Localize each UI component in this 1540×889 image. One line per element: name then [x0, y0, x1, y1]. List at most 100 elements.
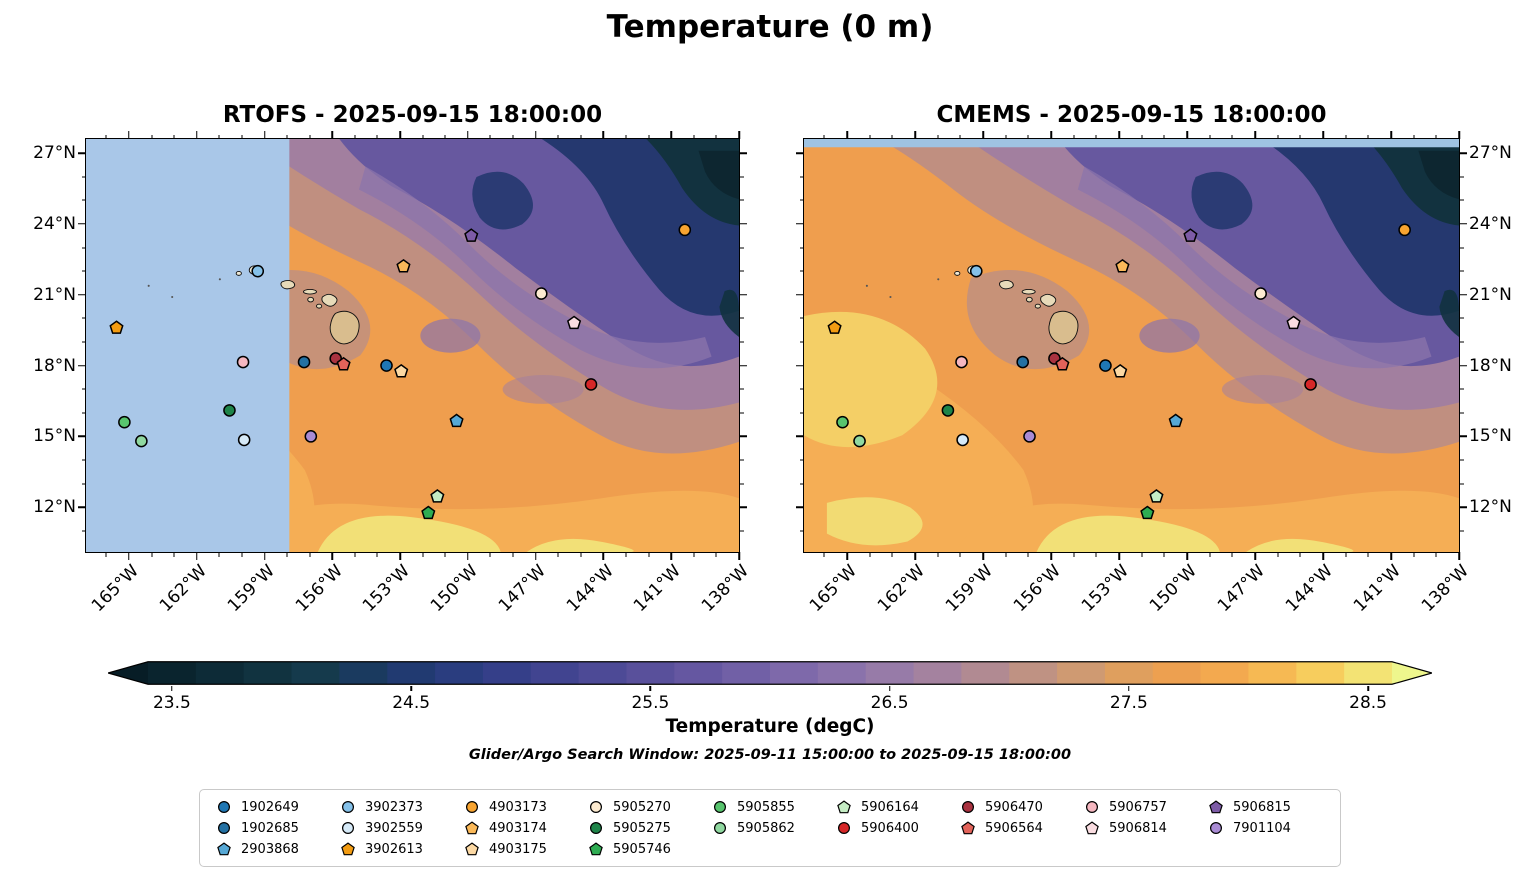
colorbar-tick — [1128, 686, 1130, 691]
float-marker-4903173 — [679, 224, 690, 235]
y-tick — [739, 435, 747, 438]
x-tick — [1390, 131, 1392, 139]
x-tick — [982, 131, 984, 139]
x-minor-tick — [891, 134, 893, 139]
float-marker-5906757 — [956, 356, 967, 367]
x-tick-label: 159°W — [942, 561, 998, 616]
y-minor-tick — [1459, 247, 1464, 249]
y-tick — [739, 152, 747, 154]
x-minor-tick — [869, 552, 871, 557]
x-minor-tick — [444, 552, 446, 557]
x-minor-tick — [823, 134, 825, 139]
legend-float-id: 5906814 — [1109, 820, 1167, 836]
x-tick — [602, 552, 605, 560]
x-minor-tick — [241, 552, 243, 557]
x-minor-tick — [241, 134, 243, 139]
colorbar-band — [1200, 661, 1250, 685]
x-minor-tick — [512, 134, 514, 139]
y-tick — [1459, 152, 1467, 154]
x-tick — [195, 552, 198, 560]
y-minor-tick — [81, 412, 86, 414]
x-tick — [1322, 552, 1324, 560]
colorbar-band — [482, 661, 532, 685]
colorbar-band — [578, 661, 628, 685]
y-tick-label: 15°N — [33, 426, 76, 447]
y-minor-tick — [81, 341, 86, 343]
y-minor-tick — [799, 199, 804, 201]
colorbar-tick — [171, 686, 173, 691]
x-tick-label: 162°W — [874, 561, 930, 616]
x-minor-tick — [1277, 552, 1279, 557]
nodata-mask — [86, 139, 290, 552]
x-minor-tick — [959, 134, 961, 139]
y-minor-tick — [799, 317, 804, 319]
x-minor-tick — [105, 134, 107, 139]
x-minor-tick — [309, 134, 311, 139]
x-tick — [846, 552, 848, 560]
float-marker-5906164 — [1150, 490, 1162, 502]
pentagon-marker-icon — [961, 821, 975, 835]
circle-marker-icon — [1085, 800, 1099, 814]
float-marker-3902373 — [971, 266, 982, 277]
colorbar-tick-label: 27.5 — [1109, 693, 1148, 713]
colorbar-band — [1009, 661, 1058, 685]
x-minor-tick — [693, 552, 695, 557]
legend-item-5905855: 5905855 — [708, 797, 832, 817]
float-marker-5905855 — [119, 417, 130, 428]
float-marker-5905746 — [1141, 507, 1153, 519]
x-tick-label: 165°W — [806, 561, 862, 616]
y-tick — [739, 364, 747, 367]
y-minor-tick — [1459, 388, 1464, 390]
x-tick — [399, 552, 401, 560]
x-minor-tick — [151, 134, 153, 139]
colorbar-band — [339, 661, 388, 685]
legend-item-5906400: 5906400 — [832, 818, 956, 838]
x-minor-tick — [1073, 134, 1075, 139]
x-minor-tick — [1345, 134, 1347, 139]
legend-float-id: 5906400 — [861, 820, 919, 836]
circle-marker-icon — [961, 800, 975, 814]
x-minor-tick — [959, 552, 961, 557]
x-tick-label: 165°W — [88, 561, 144, 616]
y-minor-tick — [799, 530, 804, 532]
legend-item-5906564: 5906564 — [956, 818, 1080, 838]
x-minor-tick — [1413, 134, 1415, 139]
pentagon-marker-icon — [589, 842, 603, 856]
y-tick-label: 18°N — [33, 355, 76, 376]
float-marker-5906757 — [237, 356, 248, 367]
legend-item-7901104: 7901104 — [1204, 818, 1328, 838]
x-tick — [467, 131, 469, 139]
x-minor-tick — [557, 552, 559, 557]
float-marker-1902649 — [381, 360, 392, 371]
colorbar-band — [770, 661, 819, 685]
y-tick-label: 12°N — [1469, 497, 1512, 518]
float-marker-4903175 — [1114, 365, 1126, 377]
x-minor-tick — [1141, 552, 1143, 557]
x-tick-label: 147°W — [1214, 561, 1270, 616]
colorbar-band — [817, 661, 867, 685]
y-minor-tick — [1459, 270, 1464, 272]
sst-map-cmems — [804, 139, 1459, 552]
y-tick — [1459, 294, 1467, 296]
y-minor-tick — [799, 247, 804, 249]
colorbar-band — [291, 661, 340, 685]
circle-marker-icon — [217, 800, 231, 814]
legend-item-5906164: 5906164 — [832, 797, 956, 817]
x-minor-tick — [715, 552, 717, 557]
x-minor-tick — [1231, 552, 1233, 557]
x-minor-tick — [1277, 134, 1279, 139]
x-tick — [1118, 131, 1120, 139]
x-tick-label: 153°W — [359, 561, 415, 616]
x-tick-label: 159°W — [223, 561, 279, 616]
x-minor-tick — [937, 134, 939, 139]
x-minor-tick — [693, 134, 695, 139]
x-minor-tick — [1027, 134, 1029, 139]
colorbar-tick — [888, 686, 891, 691]
nodata-mask — [804, 139, 1459, 148]
x-tick — [738, 131, 740, 139]
panel-title-rtofs: RTOFS - 2025-09-15 18:00:00 — [222, 102, 603, 128]
legend-float-id: 5906564 — [985, 820, 1043, 836]
float-marker-4903174 — [1116, 260, 1129, 272]
y-minor-tick — [799, 270, 804, 272]
float-markers-layer — [110, 224, 690, 518]
